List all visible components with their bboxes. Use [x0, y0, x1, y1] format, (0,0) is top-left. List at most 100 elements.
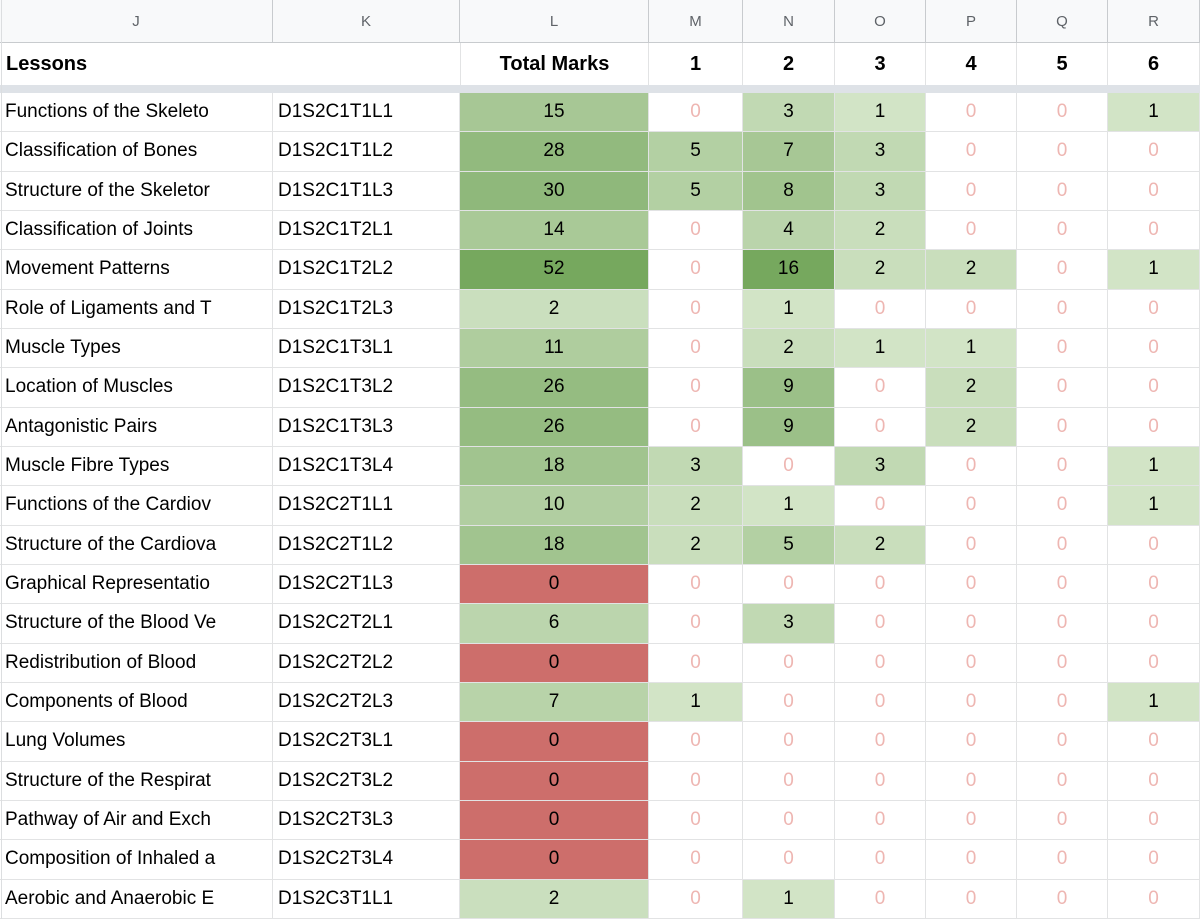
- mark-cell[interactable]: 0: [1017, 879, 1108, 919]
- lesson-cell[interactable]: Location of Muscles: [0, 368, 273, 408]
- mark-cell[interactable]: 0: [1017, 800, 1108, 841]
- lesson-cell[interactable]: Antagonistic Pairs: [0, 407, 273, 447]
- mark-cell[interactable]: 0: [649, 643, 743, 683]
- mark-cell[interactable]: 9: [743, 368, 835, 408]
- total-marks-header-cell[interactable]: Total Marks: [460, 43, 649, 85]
- mark-cell[interactable]: 0: [926, 761, 1017, 801]
- total-marks-cell[interactable]: 7: [460, 682, 649, 723]
- mark-cell[interactable]: 0: [1017, 210, 1108, 251]
- mark-cell[interactable]: 0: [1017, 564, 1108, 605]
- mark-cell[interactable]: 0: [1108, 525, 1200, 565]
- column-letter-n[interactable]: N: [743, 0, 835, 43]
- mark-cell[interactable]: 0: [1108, 840, 1200, 880]
- mark-cell[interactable]: 0: [1017, 446, 1108, 487]
- mark-cell[interactable]: 0: [835, 840, 926, 880]
- mark-cell[interactable]: 0: [1017, 840, 1108, 880]
- mark-cell[interactable]: 0: [649, 250, 743, 290]
- mark-cell[interactable]: 0: [1017, 525, 1108, 565]
- mark-cell[interactable]: 0: [1017, 132, 1108, 172]
- mark-header-cell-1[interactable]: 1: [649, 43, 743, 85]
- mark-cell[interactable]: 0: [926, 840, 1017, 880]
- lesson-cell[interactable]: Role of Ligaments and T: [0, 289, 273, 329]
- mark-cell[interactable]: 3: [835, 446, 926, 487]
- mark-cell[interactable]: 1: [1108, 446, 1200, 487]
- mark-cell[interactable]: 0: [649, 368, 743, 408]
- total-marks-cell[interactable]: 6: [460, 604, 649, 644]
- mark-cell[interactable]: 0: [926, 564, 1017, 605]
- mark-cell[interactable]: 0: [743, 682, 835, 723]
- total-marks-cell[interactable]: 11: [460, 328, 649, 369]
- mark-cell[interactable]: 0: [1108, 171, 1200, 211]
- lesson-cell[interactable]: Pathway of Air and Exch: [0, 800, 273, 841]
- code-cell[interactable]: D1S2C2T2L3: [273, 682, 460, 723]
- mark-header-cell-3[interactable]: 3: [835, 43, 926, 85]
- total-marks-cell[interactable]: 26: [460, 368, 649, 408]
- lesson-cell[interactable]: Structure of the Respirat: [0, 761, 273, 801]
- mark-cell[interactable]: 0: [649, 93, 743, 133]
- mark-cell[interactable]: 0: [1108, 761, 1200, 801]
- total-marks-cell[interactable]: 18: [460, 446, 649, 487]
- mark-cell[interactable]: 0: [1017, 682, 1108, 723]
- mark-cell[interactable]: 9: [743, 407, 835, 447]
- mark-cell[interactable]: 3: [835, 132, 926, 172]
- mark-cell[interactable]: 0: [743, 722, 835, 762]
- lesson-cell[interactable]: Muscle Types: [0, 328, 273, 369]
- total-marks-cell[interactable]: 30: [460, 171, 649, 211]
- total-marks-cell[interactable]: 0: [460, 800, 649, 841]
- mark-cell[interactable]: 8: [743, 171, 835, 211]
- mark-cell[interactable]: 0: [743, 840, 835, 880]
- mark-cell[interactable]: 7: [743, 132, 835, 172]
- mark-cell[interactable]: 0: [926, 210, 1017, 251]
- mark-cell[interactable]: 2: [835, 210, 926, 251]
- mark-cell[interactable]: 0: [1017, 289, 1108, 329]
- mark-cell[interactable]: 0: [649, 604, 743, 644]
- mark-cell[interactable]: 0: [1017, 643, 1108, 683]
- mark-cell[interactable]: 0: [1108, 722, 1200, 762]
- mark-cell[interactable]: 0: [1017, 722, 1108, 762]
- mark-cell[interactable]: 0: [1017, 761, 1108, 801]
- mark-cell[interactable]: 1: [926, 328, 1017, 369]
- mark-cell[interactable]: 0: [1108, 368, 1200, 408]
- total-marks-cell[interactable]: 2: [460, 879, 649, 919]
- mark-cell[interactable]: 1: [649, 682, 743, 723]
- code-cell[interactable]: D1S2C2T2L2: [273, 643, 460, 683]
- mark-cell[interactable]: 0: [649, 210, 743, 251]
- mark-cell[interactable]: 0: [649, 800, 743, 841]
- code-cell[interactable]: D1S2C1T1L2: [273, 132, 460, 172]
- mark-cell[interactable]: 2: [743, 328, 835, 369]
- mark-cell[interactable]: 0: [649, 761, 743, 801]
- mark-cell[interactable]: 0: [926, 171, 1017, 211]
- mark-cell[interactable]: 2: [926, 250, 1017, 290]
- total-marks-cell[interactable]: 26: [460, 407, 649, 447]
- mark-cell[interactable]: 0: [926, 682, 1017, 723]
- mark-cell[interactable]: 0: [1108, 407, 1200, 447]
- mark-cell[interactable]: 3: [743, 93, 835, 133]
- mark-header-cell-4[interactable]: 4: [926, 43, 1017, 85]
- code-cell[interactable]: D1S2C1T3L4: [273, 446, 460, 487]
- total-marks-cell[interactable]: 0: [460, 643, 649, 683]
- column-letter-l[interactable]: L: [460, 0, 649, 43]
- mark-cell[interactable]: 0: [926, 800, 1017, 841]
- mark-cell[interactable]: 0: [649, 722, 743, 762]
- total-marks-cell[interactable]: 14: [460, 210, 649, 251]
- mark-cell[interactable]: 0: [835, 722, 926, 762]
- mark-cell[interactable]: 0: [1108, 879, 1200, 919]
- lesson-cell[interactable]: Structure of the Skeletor: [0, 171, 273, 211]
- code-cell[interactable]: D1S2C1T3L1: [273, 328, 460, 369]
- mark-cell[interactable]: 1: [743, 289, 835, 329]
- mark-cell[interactable]: 0: [1108, 800, 1200, 841]
- total-marks-cell[interactable]: 15: [460, 93, 649, 133]
- mark-cell[interactable]: 0: [835, 643, 926, 683]
- mark-cell[interactable]: 1: [743, 486, 835, 526]
- mark-cell[interactable]: 0: [1108, 210, 1200, 251]
- mark-cell[interactable]: 0: [649, 879, 743, 919]
- code-cell[interactable]: D1S2C1T3L3: [273, 407, 460, 447]
- lesson-cell[interactable]: Movement Patterns: [0, 250, 273, 290]
- mark-cell[interactable]: 0: [926, 289, 1017, 329]
- code-cell[interactable]: D1S2C2T2L1: [273, 604, 460, 644]
- mark-cell[interactable]: 0: [1108, 132, 1200, 172]
- total-marks-cell[interactable]: 0: [460, 840, 649, 880]
- mark-cell[interactable]: 0: [926, 93, 1017, 133]
- mark-cell[interactable]: 2: [926, 407, 1017, 447]
- total-marks-cell[interactable]: 0: [460, 564, 649, 605]
